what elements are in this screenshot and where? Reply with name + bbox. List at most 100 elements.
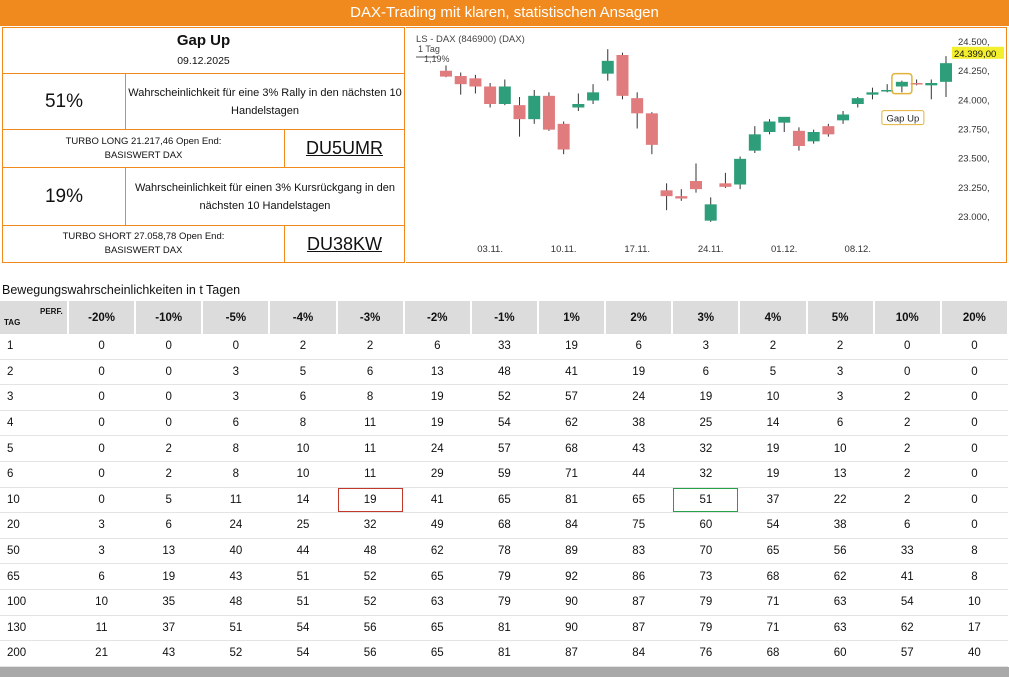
column-header: 2% (605, 301, 674, 334)
probability-cell: 54 (739, 512, 807, 539)
probability-cell: 8 (202, 435, 270, 462)
table-row: 3 0 0 3 6 8 19 52 57 24 19 10 3 2 0 (0, 384, 1008, 411)
probability-cell: 13 (403, 359, 471, 386)
probability-cell: 24 (403, 435, 471, 462)
column-header: -4% (269, 301, 338, 334)
probability-cell: 6 (806, 410, 874, 437)
probability-cell: 5 (739, 359, 807, 386)
row-day-label: 200 (0, 640, 68, 667)
probability-cell: 2 (873, 384, 941, 411)
probability-cell: 68 (739, 640, 807, 667)
column-header: -20% (68, 301, 137, 334)
candle-body (631, 98, 644, 114)
probability-cell: 2 (739, 334, 807, 360)
row-day-label: 100 (0, 589, 68, 616)
probability-cell: 75 (605, 512, 673, 539)
table-row: 20 3 6 24 25 32 49 68 84 75 60 54 38 6 0 (0, 512, 1008, 539)
probability-cell: 60 (672, 512, 740, 539)
candle-body (660, 190, 673, 197)
header-title: DAX-Trading mit klaren, statistischen An… (0, 0, 1009, 26)
probability-cell: 0 (135, 334, 203, 360)
row-day-label: 50 (0, 538, 68, 565)
table-row: 100 10 35 48 51 52 63 79 90 87 79 71 63 54 10 (0, 589, 1008, 616)
candle-body (690, 181, 702, 190)
probability-cell: 57 (873, 640, 941, 667)
probability-cell: 41 (403, 487, 471, 514)
long-probability: 51% (3, 74, 126, 130)
probability-cell: 32 (672, 461, 740, 488)
probability-cell: 2 (135, 435, 203, 462)
candle-body (704, 204, 717, 221)
probability-cell: 6 (605, 334, 673, 360)
dax-chart: LS - DAX (846900) (DAX) 1 Tag 1,19% 24.500,… (406, 27, 1007, 263)
signal-header: Gap Up 09.12.2025 (3, 28, 404, 74)
column-header: -2% (403, 301, 472, 334)
probability-cell: 0 (135, 410, 203, 437)
table-row: 10 0 5 11 14 19 41 65 81 65 51 37 22 2 0 (0, 487, 1008, 514)
probability-cell: 57 (470, 435, 538, 462)
probability-cell: 68 (537, 435, 606, 462)
probability-cell: 79 (672, 615, 740, 642)
gap-up-label: Gap Up (887, 114, 920, 125)
probability-cell: 10 (739, 384, 807, 411)
probability-cell: 2 (336, 334, 404, 360)
probability-cell: 19 (403, 410, 471, 437)
probability-cell: 76 (672, 640, 740, 667)
probability-cell: 2 (873, 461, 941, 488)
candle-body (454, 76, 467, 85)
row-day-label: 5 (0, 435, 68, 462)
probability-cell: 48 (202, 589, 270, 616)
probability-cell: 0 (68, 334, 136, 360)
probability-cell: 11 (336, 410, 404, 437)
probability-cell: 79 (470, 563, 538, 590)
probability-cell: 89 (537, 538, 606, 565)
probability-cell: 6 (403, 334, 471, 360)
y-tick-label: 24.000, (958, 95, 990, 106)
probability-cell: 73 (672, 563, 740, 590)
long-wkn-link[interactable]: DU5UMR (285, 130, 404, 168)
probability-cell: 40 (940, 640, 1008, 667)
probability-cell: 5 (135, 487, 203, 514)
probability-cell: 59 (470, 461, 538, 488)
probability-cell: 13 (135, 538, 203, 565)
probability-cell: 51 (269, 589, 337, 616)
probability-cell: 62 (873, 615, 941, 642)
probability-cell: 3 (672, 334, 740, 360)
probability-cell: 65 (403, 563, 471, 590)
x-tick-label: 17.11. (624, 244, 650, 255)
probability-cell: 0 (68, 435, 136, 462)
column-header: 5% (806, 301, 875, 334)
candle-body (645, 113, 658, 145)
candle-body (822, 126, 835, 135)
probability-cell: 84 (537, 512, 606, 539)
candle-body (587, 92, 600, 101)
probability-cell: 6 (336, 359, 404, 386)
table-row: 130 11 37 51 54 56 65 81 90 87 79 71 63 62 17 (0, 615, 1008, 642)
probability-cell: 79 (470, 589, 538, 616)
probability-cell: 8 (940, 538, 1008, 565)
probability-cell: 54 (873, 589, 941, 616)
table-row: 5 0 2 8 10 11 24 57 68 43 32 19 10 2 0 (0, 435, 1008, 462)
probability-cell: 54 (470, 410, 538, 437)
probability-cell: 41 (873, 563, 941, 590)
probability-cell: 19 (403, 384, 471, 411)
signal-name: Gap Up (176, 32, 231, 49)
short-description: Wahrscheinlichkeit für einen 3% Kursrück… (126, 168, 404, 226)
candle-body (440, 70, 452, 77)
probability-cell: 43 (202, 563, 270, 590)
probability-cell: 0 (68, 487, 136, 514)
row-day-label: 2 (0, 359, 68, 386)
probability-cell: 19 (336, 487, 404, 514)
probability-cell: 14 (269, 487, 337, 514)
probability-cell: 38 (806, 512, 874, 539)
probability-cell: 54 (269, 615, 337, 642)
probability-cell: 6 (269, 384, 337, 411)
candle-body (616, 55, 629, 96)
probability-cell: 0 (873, 359, 941, 386)
probability-cell: 2 (269, 334, 337, 360)
probability-cell: 11 (202, 487, 270, 514)
probability-cell: 0 (68, 384, 136, 411)
short-wkn-link[interactable]: DU38KW (306, 233, 382, 254)
probability-cell: 78 (470, 538, 538, 565)
candle-body (542, 95, 555, 130)
